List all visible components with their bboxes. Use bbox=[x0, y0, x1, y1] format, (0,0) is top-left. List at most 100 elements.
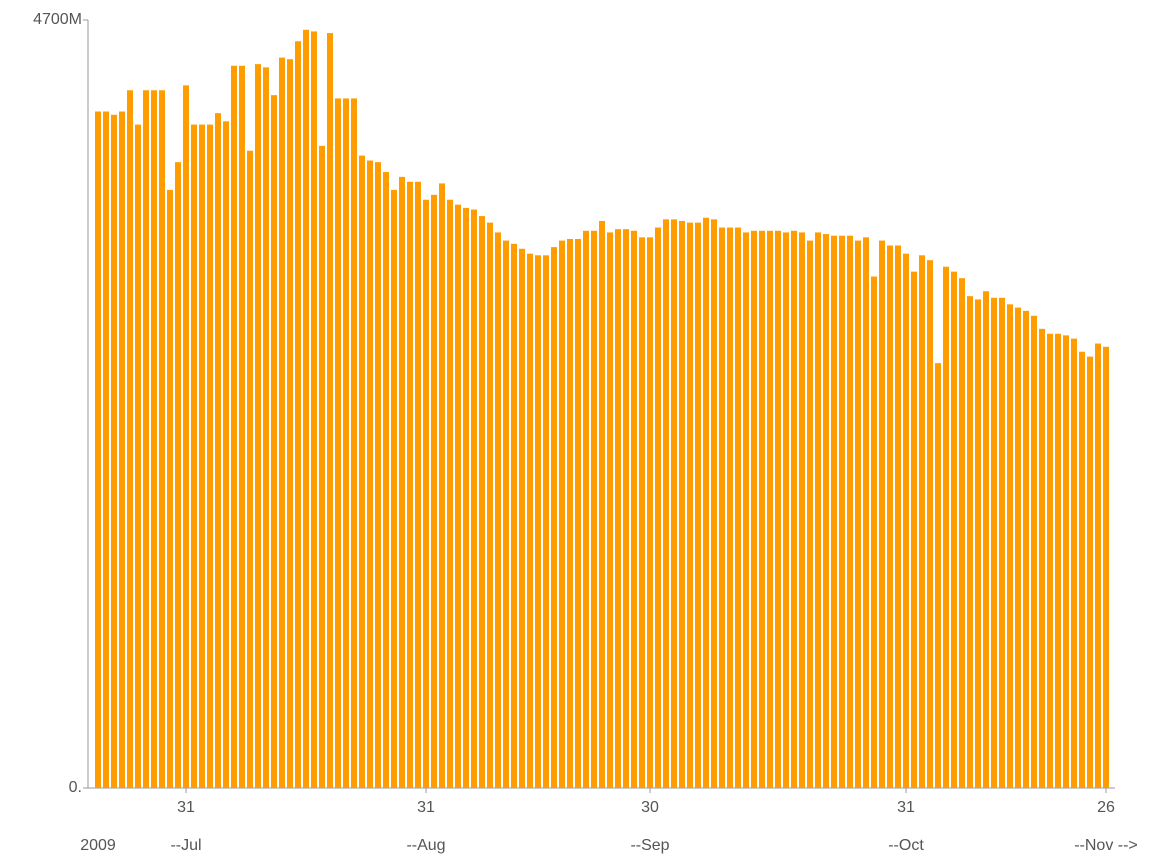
bar bbox=[567, 238, 573, 789]
bar bbox=[1039, 328, 1045, 788]
bar bbox=[1015, 307, 1021, 788]
bar bbox=[103, 111, 109, 788]
bar bbox=[455, 204, 461, 789]
x-tick-label: 31 bbox=[897, 799, 915, 816]
bar bbox=[495, 232, 501, 788]
bar bbox=[919, 255, 925, 788]
bar bbox=[559, 240, 565, 788]
bar bbox=[167, 189, 173, 788]
bar bbox=[463, 207, 469, 788]
bar bbox=[551, 247, 557, 789]
bar bbox=[1031, 315, 1037, 788]
bar bbox=[735, 227, 741, 788]
bar bbox=[367, 160, 373, 789]
bar bbox=[1095, 343, 1101, 788]
bar bbox=[791, 230, 797, 788]
bar bbox=[711, 219, 717, 788]
bar bbox=[759, 230, 765, 788]
bar bbox=[439, 183, 445, 789]
bar bbox=[375, 162, 381, 789]
bar bbox=[807, 240, 813, 788]
bar bbox=[983, 291, 989, 788]
bar bbox=[687, 222, 693, 788]
bar bbox=[423, 199, 429, 788]
bar bbox=[383, 171, 389, 789]
x-tick-label: 31 bbox=[177, 799, 195, 816]
bar bbox=[855, 240, 861, 788]
bar bbox=[295, 41, 301, 788]
bar bbox=[223, 121, 229, 788]
bar bbox=[615, 229, 621, 788]
x-tick-label: 31 bbox=[417, 799, 435, 816]
bar bbox=[447, 199, 453, 788]
bar bbox=[887, 245, 893, 789]
bar bbox=[663, 219, 669, 788]
bar bbox=[287, 59, 293, 788]
bar bbox=[1007, 304, 1013, 788]
bar bbox=[935, 363, 941, 788]
bar bbox=[183, 85, 189, 789]
bar bbox=[727, 227, 733, 788]
bar bbox=[511, 243, 517, 788]
bar bbox=[1079, 351, 1085, 788]
bar bbox=[879, 240, 885, 788]
bar bbox=[623, 229, 629, 788]
bar bbox=[143, 90, 149, 788]
x-group-label: --Jul bbox=[170, 837, 201, 854]
bar bbox=[119, 111, 125, 788]
bar bbox=[503, 240, 509, 788]
bar bbox=[655, 227, 661, 788]
bar bbox=[431, 194, 437, 789]
bar bbox=[695, 222, 701, 788]
bar bbox=[631, 230, 637, 788]
bar bbox=[471, 209, 477, 788]
bar bbox=[639, 237, 645, 789]
bar bbox=[607, 232, 613, 788]
bar bbox=[799, 232, 805, 788]
bar bbox=[231, 65, 237, 789]
bar bbox=[159, 90, 165, 788]
bar bbox=[1023, 310, 1029, 788]
bar bbox=[247, 150, 253, 789]
bar bbox=[391, 189, 397, 788]
bar bbox=[95, 111, 101, 788]
bar bbox=[407, 181, 413, 789]
bar bbox=[335, 98, 341, 789]
bar bbox=[943, 266, 949, 788]
bar bbox=[1063, 335, 1069, 788]
bar bbox=[783, 232, 789, 788]
bar bbox=[751, 230, 757, 788]
bar bbox=[271, 95, 277, 788]
bar bbox=[911, 271, 917, 788]
bar bbox=[207, 124, 213, 788]
bar bbox=[263, 67, 269, 789]
bar bbox=[575, 238, 581, 789]
y-tick-label: 0. bbox=[69, 779, 82, 796]
bar bbox=[767, 230, 773, 788]
bar bbox=[599, 220, 605, 788]
x-group-label: 2009 bbox=[80, 837, 116, 854]
bar bbox=[719, 227, 725, 788]
bar bbox=[815, 232, 821, 788]
x-group-label: --Sep bbox=[630, 837, 669, 854]
x-tick-label: 26 bbox=[1097, 799, 1115, 816]
bar bbox=[863, 237, 869, 789]
bar bbox=[647, 237, 653, 789]
bar bbox=[487, 222, 493, 788]
bar bbox=[111, 114, 117, 788]
bar bbox=[279, 57, 285, 788]
bar bbox=[927, 260, 933, 789]
bar bbox=[343, 98, 349, 789]
bar bbox=[951, 271, 957, 788]
bar bbox=[847, 235, 853, 789]
x-group-label: --Oct bbox=[888, 837, 924, 854]
bar bbox=[239, 65, 245, 789]
bar bbox=[199, 124, 205, 788]
bar bbox=[535, 255, 541, 788]
bar bbox=[839, 235, 845, 789]
bar bbox=[895, 245, 901, 789]
bar bbox=[703, 217, 709, 789]
bar bbox=[823, 234, 829, 788]
bar bbox=[359, 155, 365, 788]
